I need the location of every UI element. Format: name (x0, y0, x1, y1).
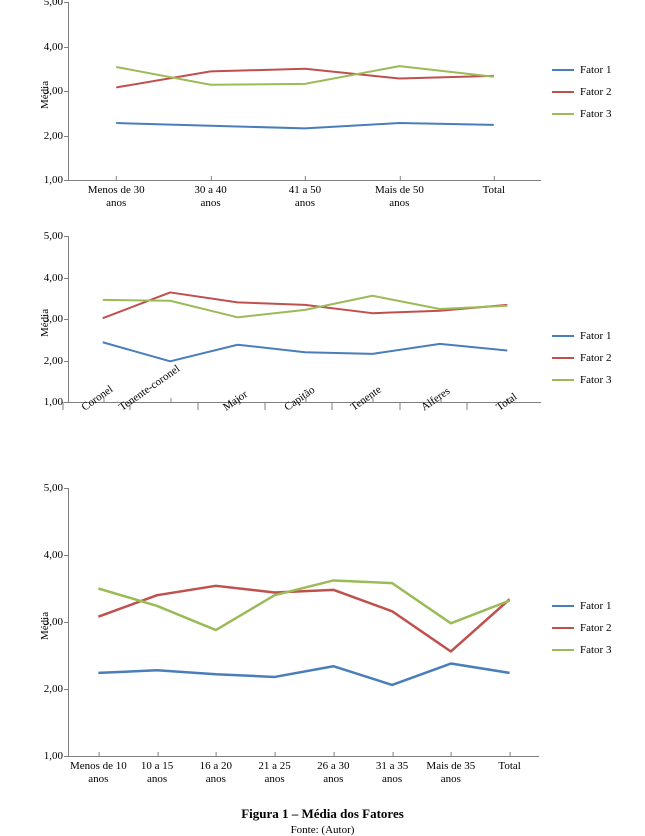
x-tick: Total (443, 180, 545, 197)
legend-swatch (552, 91, 574, 93)
y-tick: 5,00 (44, 482, 69, 494)
legend-label: Fator 1 (580, 600, 611, 612)
y-axis-label: Média (39, 81, 51, 109)
series-fator3 (98, 580, 509, 630)
y-tick: 4,00 (44, 549, 69, 561)
figure-caption: Figura 1 – Média dos Fatores (0, 806, 645, 822)
y-tick: 4,00 (44, 272, 69, 284)
x-tick: 16 a 20 anos (183, 756, 250, 785)
legend: Fator 1 Fator 2 Fator 3 (552, 330, 611, 396)
legend-item: Fator 2 (552, 622, 611, 634)
y-tick: 2,00 (44, 130, 69, 142)
series-fator1 (116, 123, 494, 128)
x-tick: Menos de 10 anos (65, 756, 132, 785)
series-fator1 (103, 342, 508, 361)
legend-swatch (552, 379, 574, 381)
legend-swatch (552, 113, 574, 115)
plot-area: 1,002,003,004,005,00MédiaCoronelTenente-… (68, 236, 541, 403)
series-fator1 (98, 664, 509, 685)
legend-label: Fator 3 (580, 108, 611, 120)
y-tick: 4,00 (44, 41, 69, 53)
plot-area: 1,002,003,004,005,00MédiaMenos de 30 ano… (68, 2, 541, 181)
y-axis-label: Média (39, 309, 51, 337)
legend-item: Fator 1 (552, 330, 611, 342)
plot-area: 1,002,003,004,005,00MédiaMenos de 10 ano… (68, 488, 539, 757)
y-tick: 5,00 (44, 230, 69, 242)
series-fator2 (98, 586, 509, 652)
legend-label: Fator 2 (580, 622, 611, 634)
legend-item: Fator 2 (552, 86, 611, 98)
legend-item: Fator 2 (552, 352, 611, 364)
legend-swatch (552, 627, 574, 629)
legend-label: Fator 1 (580, 64, 611, 76)
legend-item: Fator 1 (552, 600, 611, 612)
figure-source: Fonte: (Autor) (0, 824, 645, 836)
legend-swatch (552, 357, 574, 359)
x-tick: Menos de 30 anos (65, 180, 167, 209)
legend-item: Fator 3 (552, 374, 611, 386)
legend-label: Fator 2 (580, 86, 611, 98)
y-tick: 2,00 (44, 355, 69, 367)
x-tick: 10 a 15 anos (124, 756, 191, 785)
legend-label: Fator 3 (580, 374, 611, 386)
x-tick: 31 a 35 anos (359, 756, 426, 785)
x-tick: Mais de 35 anos (418, 756, 485, 785)
legend-item: Fator 3 (552, 644, 611, 656)
legend-item: Fator 1 (552, 64, 611, 76)
series-lines (69, 2, 541, 180)
y-tick: 5,00 (44, 0, 69, 8)
y-tick: 2,00 (44, 683, 69, 695)
legend-swatch (552, 335, 574, 337)
legend-swatch (552, 69, 574, 71)
legend: Fator 1 Fator 2 Fator 3 (552, 64, 611, 130)
legend-label: Fator 1 (580, 330, 611, 342)
y-axis-label: Média (39, 612, 51, 640)
x-tick: 41 a 50 anos (254, 180, 356, 209)
legend: Fator 1 Fator 2 Fator 3 (552, 600, 611, 666)
x-tick: Mais de 50 anos (348, 180, 450, 209)
legend-swatch (552, 649, 574, 651)
x-tick: 21 a 25 anos (241, 756, 308, 785)
legend-label: Fator 3 (580, 644, 611, 656)
series-lines (69, 488, 539, 756)
x-tick: Total (476, 756, 543, 773)
series-lines (69, 236, 541, 402)
series-fator2 (103, 292, 508, 318)
legend-swatch (552, 605, 574, 607)
x-tick: 26 a 30 anos (300, 756, 367, 785)
legend-label: Fator 2 (580, 352, 611, 364)
x-tick: 30 a 40 anos (159, 180, 261, 209)
legend-item: Fator 3 (552, 108, 611, 120)
series-fator3 (103, 296, 508, 318)
